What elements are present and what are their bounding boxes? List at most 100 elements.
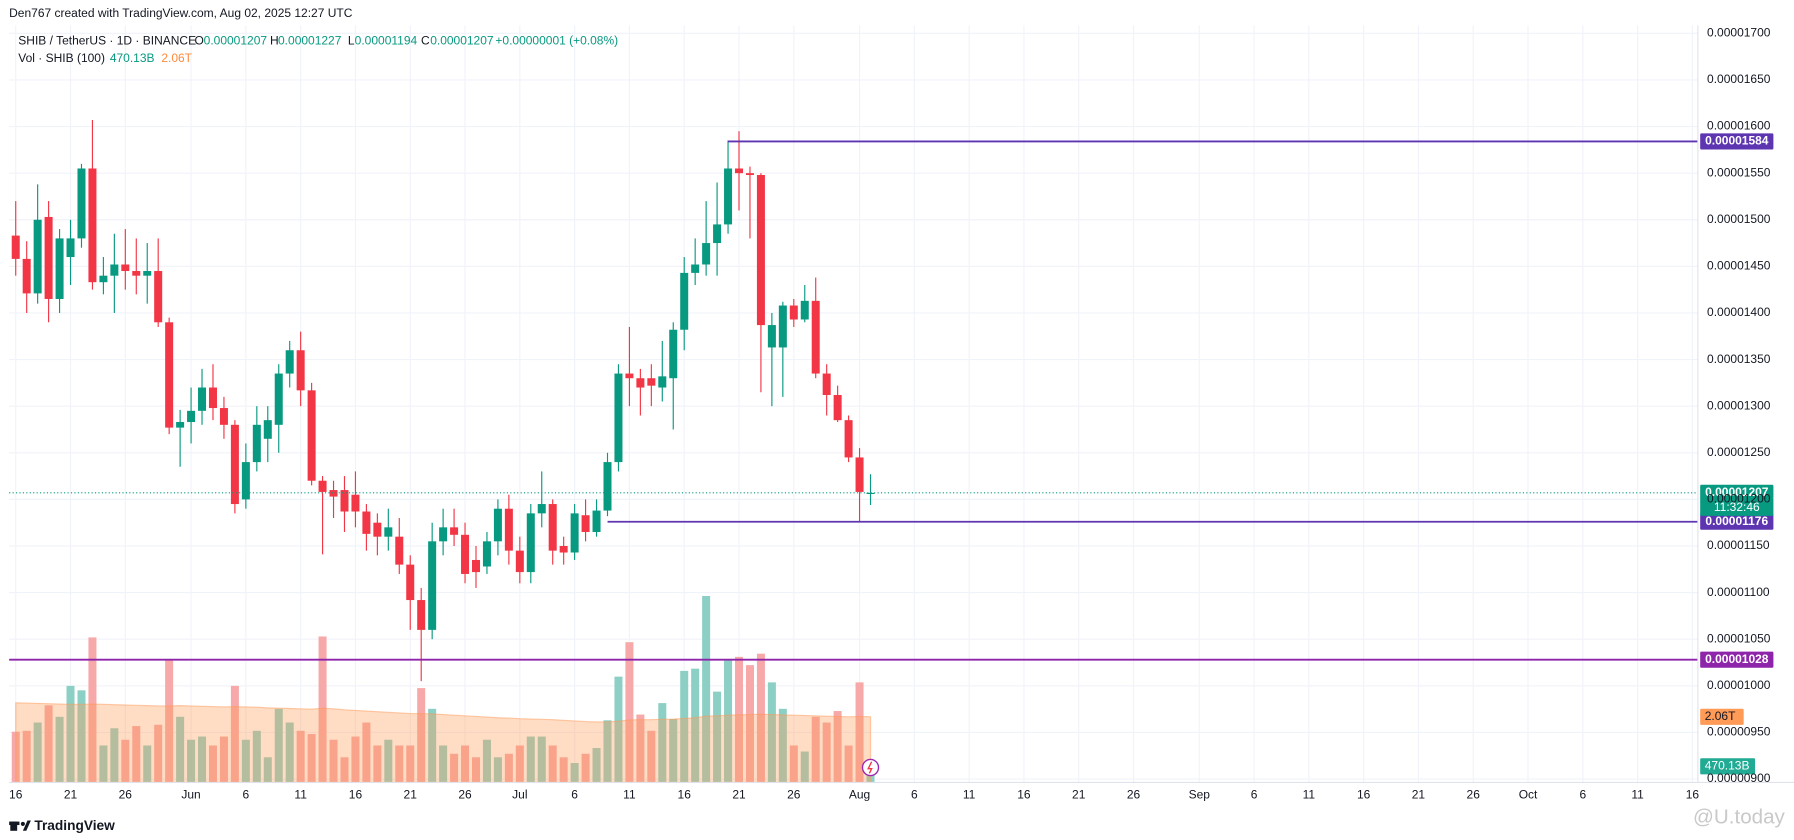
volume-bar: [406, 745, 415, 783]
x-tick-label: 16: [1686, 787, 1700, 801]
x-tick-label: 26: [1127, 787, 1141, 801]
volume-bar: [22, 730, 31, 783]
logo-part: [22, 820, 31, 831]
candle-body: [625, 373, 634, 379]
x-tick-label: 6: [243, 787, 250, 801]
volume-bar: [603, 720, 612, 783]
volume-bar: [439, 745, 448, 783]
candle-body: [592, 510, 601, 533]
candle-body: [822, 373, 831, 395]
candle-body: [537, 504, 546, 514]
x-tick-label: 6: [1251, 787, 1258, 801]
candle-body: [428, 541, 437, 630]
volume-bar: [395, 745, 404, 783]
candle-body: [165, 322, 174, 428]
legend-value: 0.00001227: [278, 34, 342, 48]
volume-bar: [318, 636, 327, 783]
x-tick-label: Sep: [1189, 787, 1211, 801]
candle-body: [614, 373, 623, 463]
candle-body: [176, 422, 185, 428]
level-badge: [1700, 133, 1774, 150]
y-tick-label: 0.00001150: [1707, 538, 1770, 552]
volume-bar: [636, 714, 645, 783]
volume-bar: [625, 642, 634, 783]
candle-body: [647, 378, 656, 386]
volume-bar: [165, 659, 174, 783]
watermark: @U.today: [1693, 806, 1786, 829]
x-tick-label: 11: [963, 787, 976, 801]
candles: [11, 120, 875, 682]
overlays: 0.00001584 0.00001176 0.00001028 0.00001207…: [9, 133, 1774, 777]
legend-symbol: SHIB / TetherUS · 1D · BINANCE: [18, 34, 196, 48]
x-tick-label: 16: [1017, 787, 1031, 801]
candle-body: [702, 243, 711, 265]
x-tick-label: 21: [1072, 787, 1086, 801]
candle-body: [241, 462, 250, 500]
candle-body: [603, 462, 612, 511]
candle-body: [450, 527, 459, 535]
volume-bar: [581, 753, 590, 783]
volume-bar: [99, 745, 108, 783]
volume-bar: [658, 703, 667, 783]
volume-bar: [713, 691, 722, 783]
candle-body: [99, 275, 108, 283]
volume-bar: [241, 739, 250, 783]
x-tick-label: 16: [9, 787, 23, 801]
volume-bar: [680, 670, 689, 783]
volume-bar: [515, 745, 524, 783]
candle-body: [789, 305, 798, 320]
level-badge: [1700, 651, 1774, 668]
candle-body: [833, 394, 842, 421]
x-tick-label: 11: [1631, 787, 1644, 801]
x-tick-label: 6: [1579, 787, 1586, 801]
volume-bar: [822, 722, 831, 783]
volume-bar: [44, 705, 53, 783]
y-tick-label: 0.00001400: [1707, 305, 1771, 319]
x-tick-label: Aug: [849, 787, 870, 801]
legend-volume-ma: 2.06T: [161, 51, 192, 65]
volume-bar: [176, 716, 185, 783]
volume-bar: [340, 757, 349, 783]
volume-bar: [493, 757, 502, 783]
volume-badge: [1700, 758, 1756, 775]
y-tick-label: 0.00001350: [1707, 352, 1771, 366]
candle-body: [581, 515, 590, 533]
volume-bar: [285, 722, 294, 783]
x-tick-label: 21: [1412, 787, 1426, 801]
candle-body: [482, 541, 491, 567]
candle-body: [110, 264, 119, 276]
volume-bar: [66, 685, 75, 783]
volume-bar: [526, 736, 535, 783]
candle-body: [713, 224, 722, 244]
candle-body: [439, 527, 448, 542]
volume-ma-badge: [1700, 708, 1744, 725]
y-tick-label: 0.00001200: [1707, 492, 1771, 506]
volume-bar: [154, 724, 163, 783]
level-label: 0.00001028: [1705, 652, 1769, 666]
candle-body: [406, 564, 415, 601]
logo-part: [20, 821, 25, 826]
candle-body: [318, 480, 327, 492]
y-tick-label: 0.00000900: [1707, 771, 1771, 785]
x-tick-label: 11: [294, 787, 307, 801]
candle-body: [658, 376, 667, 388]
volume-bar: [471, 757, 480, 783]
candle-body: [800, 300, 809, 320]
volume-bar: [77, 690, 86, 783]
volume-bar: [789, 745, 798, 783]
volume-bar: [702, 595, 711, 783]
x-tick-label: Jun: [181, 787, 200, 801]
volume-bar: [55, 716, 64, 783]
x-tick-label: 6: [911, 787, 918, 801]
candle-body: [384, 527, 393, 537]
volume-bar: [724, 659, 733, 783]
x-tick-label: Jul: [512, 787, 527, 801]
x-tick-label: 21: [732, 787, 746, 801]
candle-body: [198, 387, 207, 411]
logo-part: [10, 821, 18, 831]
y-tick-label: 0.00000950: [1707, 725, 1771, 739]
candle-body: [121, 264, 130, 272]
volume-bar: [811, 716, 820, 783]
